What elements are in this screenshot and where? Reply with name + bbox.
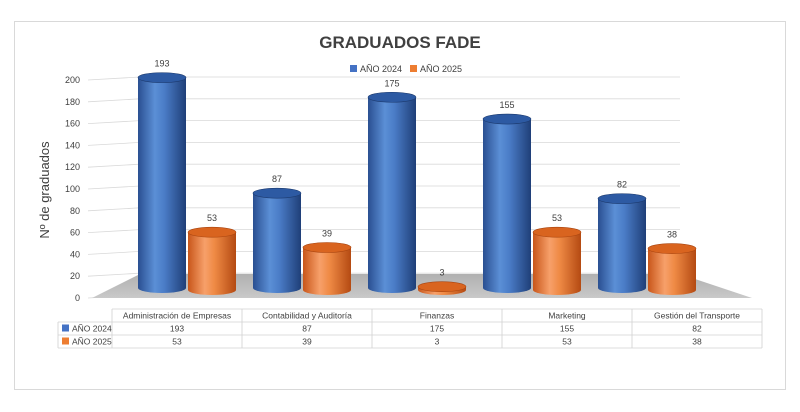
table-cell-0-4: 82	[692, 324, 702, 334]
table-cell-1-4: 38	[692, 337, 702, 347]
bar-top-1-4	[647, 243, 697, 254]
table-header-4: Gestión del Transporte	[654, 311, 740, 321]
bar-top-1-0	[187, 226, 237, 238]
bar-top-0-4	[597, 193, 647, 204]
bar-0-3	[482, 113, 532, 293]
table-cell-0-3: 155	[560, 324, 574, 334]
data-table: Administración de Empresas Contabilidad y…	[57, 308, 763, 349]
bar-body-1-3	[533, 232, 581, 295]
table-header-2: Finanzas	[420, 311, 455, 321]
bar-body-0-0	[138, 77, 186, 293]
data-label-1-1: 39	[322, 228, 332, 238]
table-cell-1-0: 53	[172, 337, 182, 347]
bar-top-0-2	[367, 91, 417, 103]
bar-top-1-2	[417, 281, 467, 293]
data-label-1-4: 38	[667, 230, 677, 240]
y-tick-label-8: 160	[65, 119, 80, 129]
bar-body-0-2	[368, 97, 416, 293]
table-series-label-0: AÑO 2024	[72, 324, 112, 334]
gridline-diag-8	[87, 120, 141, 124]
bar-body-1-0	[188, 232, 236, 295]
bar-top-0-3	[482, 113, 532, 125]
gridline-diag-4	[87, 207, 141, 212]
gridline-diag-6	[87, 163, 141, 168]
gridline-diag-1	[87, 272, 141, 277]
legend: AÑO 2024 AÑO 2025	[350, 64, 462, 74]
table-cell-0-1: 87	[302, 324, 312, 334]
y-tick-label-9: 180	[65, 97, 80, 107]
table-cell-1-3: 53	[562, 337, 572, 347]
y-tick-label-1: 20	[70, 271, 80, 281]
bar-top-0-1	[252, 187, 302, 199]
legend-label-1: AÑO 2025	[420, 64, 462, 74]
bar-0-0	[137, 72, 187, 293]
data-label-0-2: 175	[384, 78, 399, 88]
gridline-diag-5	[87, 185, 141, 190]
bar-1-1	[302, 242, 352, 295]
table-header-3: Marketing	[548, 311, 586, 321]
table-series-label-1: AÑO 2025	[72, 337, 112, 347]
bar-0-4	[597, 193, 647, 293]
chart-title: GRADUADOS FADE	[319, 33, 481, 52]
gridline-diag-2	[87, 251, 141, 255]
bar-top-1-1	[302, 242, 352, 253]
table-cell-0-2: 175	[430, 324, 444, 334]
bar-1-3	[532, 226, 582, 295]
data-label-1-0: 53	[207, 213, 217, 223]
bar-body-1-4	[648, 248, 696, 295]
y-tick-label-6: 120	[65, 162, 80, 172]
legend-swatch-0	[350, 65, 357, 72]
table-series-swatch-0	[62, 324, 69, 332]
y-tick-label-7: 140	[65, 140, 80, 150]
table-cell-1-1: 39	[302, 337, 312, 347]
bar-body-0-4	[598, 198, 646, 293]
bar-0-1	[252, 187, 302, 293]
y-axis-label: Nº de graduados	[37, 141, 52, 239]
y-tick-label-0: 0	[75, 293, 80, 303]
table-series-swatch-1	[62, 337, 69, 345]
bar-body-0-1	[253, 193, 301, 293]
table-cell-0-0: 193	[170, 324, 184, 334]
bar-top-1-3	[532, 226, 582, 238]
data-label-1-2: 3	[439, 268, 444, 278]
bars	[137, 72, 697, 295]
gridline-diag-10	[87, 76, 141, 81]
data-label-0-0: 193	[154, 59, 169, 69]
y-tick-label-2: 40	[70, 249, 80, 259]
bar-body-0-3	[483, 119, 531, 293]
data-labels: 193 53 87 39 175 3 155 53 82 38	[154, 59, 677, 278]
table-header-1: Contabilidad y Auditoría	[262, 311, 352, 321]
y-tick-label-10: 200	[65, 75, 80, 85]
table-cell-1-2: 3	[435, 337, 440, 347]
bar-1-0	[187, 226, 237, 295]
table-header-0: Administración de Empresas	[123, 311, 231, 321]
bar-body-1-1	[303, 247, 351, 295]
data-label-0-4: 82	[617, 180, 627, 190]
data-label-0-1: 87	[272, 174, 282, 184]
gridline-diag-9	[87, 98, 141, 103]
data-label-0-3: 155	[499, 100, 514, 110]
gridline-diag-7	[87, 142, 141, 146]
bar-top-0-0	[137, 72, 187, 83]
legend-label-0: AÑO 2024	[360, 64, 402, 74]
legend-swatch-1	[410, 65, 417, 72]
data-label-1-3: 53	[552, 213, 562, 223]
bar-1-4	[647, 243, 697, 295]
y-tick-label-3: 60	[70, 228, 80, 238]
gridline-diag-3	[87, 229, 141, 233]
y-tick-label-5: 100	[65, 184, 80, 194]
y-axis-ticks: 0 20 40 60 80 100 120 140 160 180 200	[65, 75, 80, 303]
bar-1-2	[417, 281, 467, 295]
y-tick-label-4: 80	[70, 206, 80, 216]
bar-0-2	[367, 91, 417, 293]
